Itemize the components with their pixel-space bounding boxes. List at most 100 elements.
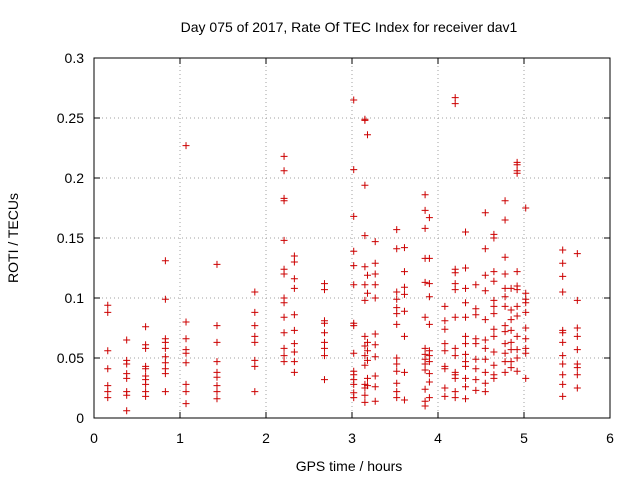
data-point — [361, 391, 369, 399]
data-point — [481, 336, 489, 344]
data-point — [421, 313, 429, 321]
data-point — [462, 362, 470, 370]
data-point — [425, 370, 433, 378]
data-point — [573, 332, 581, 340]
data-point — [371, 372, 379, 380]
data-point — [251, 338, 259, 346]
data-point — [213, 358, 221, 366]
data-point — [559, 352, 567, 360]
data-point — [290, 340, 298, 348]
data-point — [507, 306, 515, 314]
data-point — [513, 161, 521, 169]
data-point — [501, 197, 509, 205]
data-point — [559, 380, 567, 388]
data-point — [290, 368, 298, 376]
data-point — [123, 391, 131, 399]
data-point — [361, 342, 369, 350]
data-point — [104, 301, 112, 309]
y-tick-label: 0.1 — [65, 290, 85, 306]
data-point — [290, 358, 298, 366]
data-point — [462, 350, 470, 358]
data-point — [421, 385, 429, 393]
data-point — [501, 302, 509, 310]
data-point — [361, 116, 369, 124]
data-point — [350, 380, 358, 388]
data-point — [182, 142, 190, 150]
data-point — [142, 344, 150, 352]
data-point — [472, 365, 480, 373]
data-point — [280, 344, 288, 352]
chart-title: Day 075 of 2017, Rate Of TEC Index for r… — [181, 19, 518, 35]
data-point — [490, 332, 498, 340]
data-point — [290, 284, 298, 292]
data-point — [182, 335, 190, 343]
data-point — [490, 348, 498, 356]
data-point — [451, 286, 459, 294]
data-point — [393, 394, 401, 402]
data-point — [280, 270, 288, 278]
data-point — [501, 328, 509, 336]
data-point — [161, 338, 169, 346]
y-tick-label: 0.25 — [57, 110, 84, 126]
data-point — [501, 216, 509, 224]
data-point — [213, 338, 221, 346]
data-point — [472, 376, 480, 384]
data-point — [142, 392, 150, 400]
x-tick-label: 0 — [90, 430, 98, 446]
y-tick-label: 0.05 — [57, 350, 84, 366]
data-point — [350, 349, 358, 357]
data-point — [472, 311, 480, 319]
data-point — [280, 152, 288, 160]
data-point — [182, 349, 190, 357]
data-point — [320, 344, 328, 352]
data-point — [513, 332, 521, 340]
data-point — [350, 166, 358, 174]
data-point — [490, 277, 498, 285]
data-point — [507, 346, 515, 354]
data-point — [104, 394, 112, 402]
data-point — [481, 379, 489, 387]
data-point — [123, 336, 131, 344]
data-point — [251, 288, 259, 296]
data-point — [462, 332, 470, 340]
data-point — [182, 400, 190, 408]
data-point — [361, 352, 369, 360]
data-point — [490, 310, 498, 318]
data-point — [104, 308, 112, 316]
data-point — [490, 361, 498, 369]
data-point — [213, 388, 221, 396]
data-point — [513, 268, 521, 276]
data-point — [280, 299, 288, 307]
data-point — [559, 392, 567, 400]
data-point — [393, 295, 401, 303]
x-tick-label: 4 — [434, 430, 442, 446]
data-point — [451, 344, 459, 352]
data-point — [501, 368, 509, 376]
data-point — [462, 299, 470, 307]
data-point — [441, 392, 449, 400]
data-point — [513, 346, 521, 354]
data-point — [421, 344, 429, 352]
data-point — [490, 234, 498, 242]
data-point — [371, 294, 379, 302]
data-point — [490, 374, 498, 382]
data-point — [371, 259, 379, 267]
data-point — [213, 260, 221, 268]
data-point — [142, 380, 150, 388]
data-point — [320, 286, 328, 294]
data-point — [472, 340, 480, 348]
data-point — [451, 100, 459, 108]
data-point — [400, 396, 408, 404]
data-point — [425, 293, 433, 301]
y-axis-label: ROTI / TECUs — [5, 193, 21, 283]
data-point — [451, 374, 459, 382]
data-point — [161, 370, 169, 378]
x-tick-label: 3 — [348, 430, 356, 446]
data-point — [320, 329, 328, 337]
data-point — [490, 268, 498, 276]
data-point — [451, 388, 459, 396]
data-point — [393, 379, 401, 387]
data-point — [559, 246, 567, 254]
